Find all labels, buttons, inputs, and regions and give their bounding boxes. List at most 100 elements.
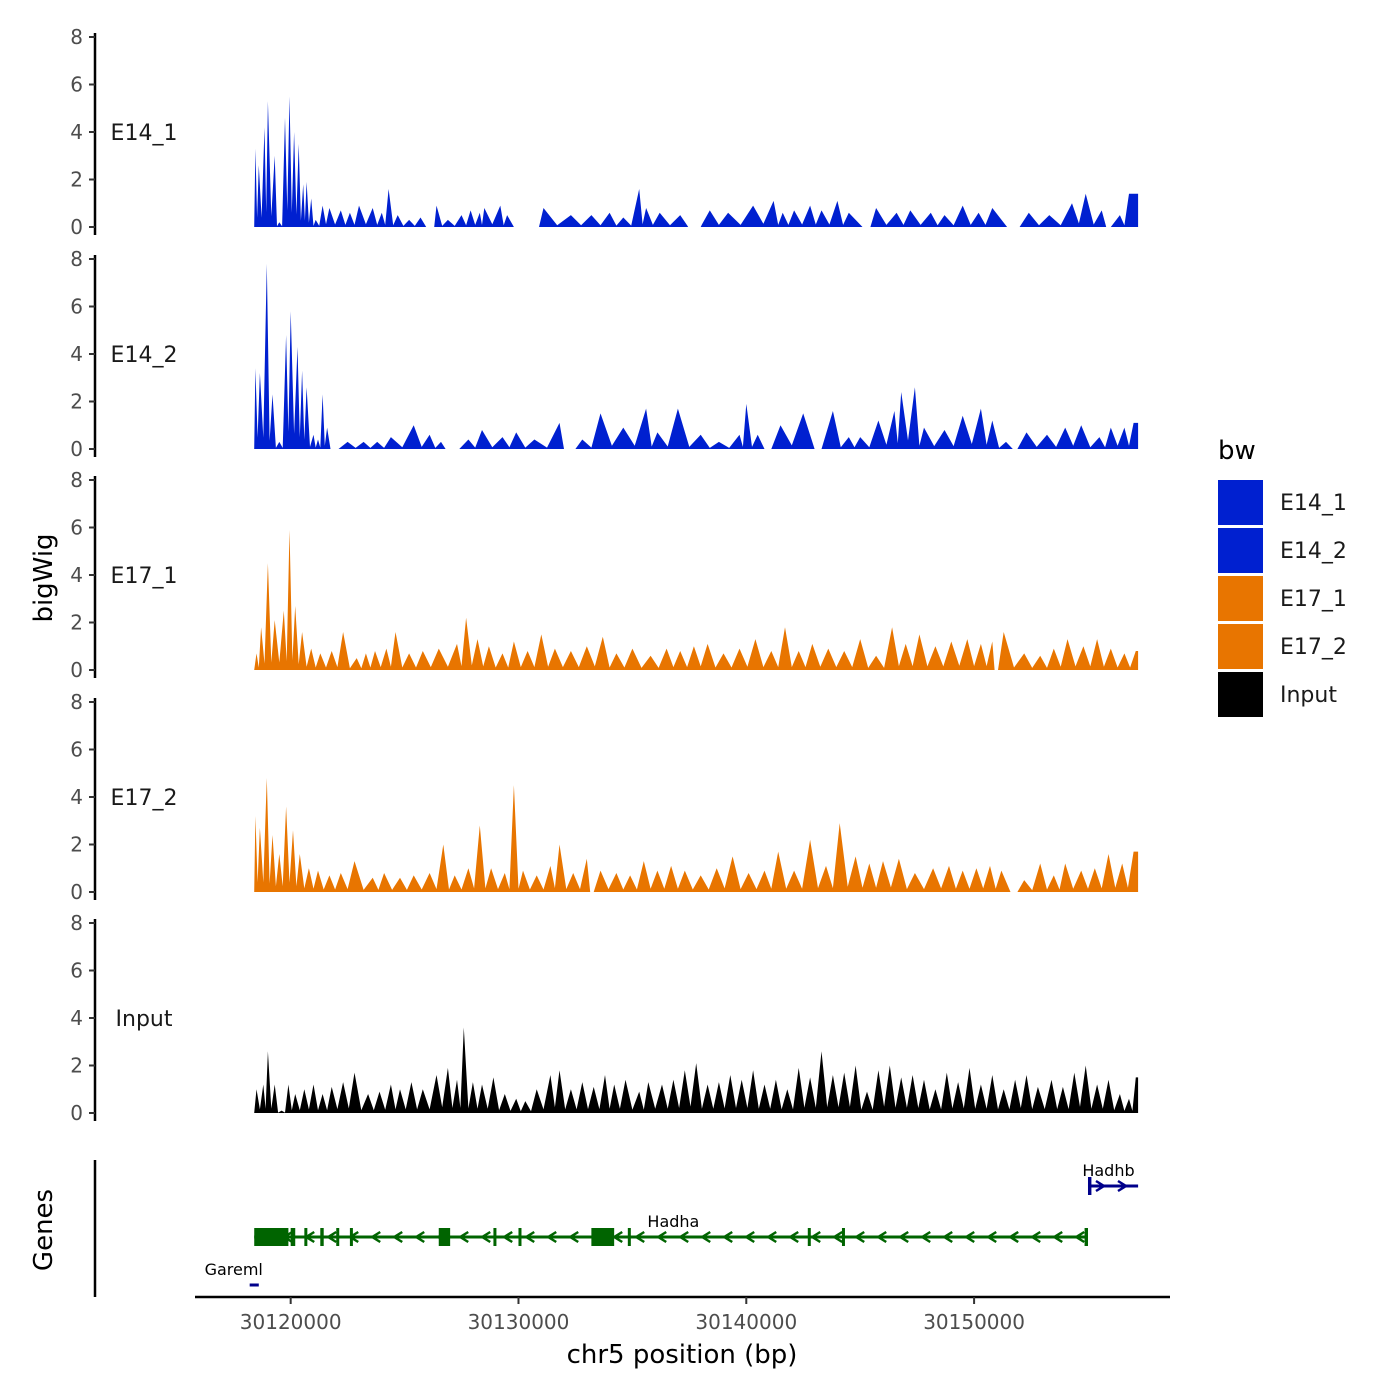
strand-arrow [743, 1230, 755, 1244]
strand-arrow [567, 1230, 579, 1244]
track-E14_1: 0 2 4 6 8 E14_1 [70, 25, 1139, 239]
track-label-E17_1: E17_1 [111, 564, 178, 589]
legend-key-E14_1 [1218, 480, 1263, 525]
legend-key-E17_2 [1218, 624, 1263, 669]
y-tick-label: 0 [70, 1101, 83, 1125]
exon [1087, 1177, 1092, 1195]
gene-label-Hadha: Hadha [647, 1212, 699, 1231]
strand-arrow [787, 1230, 799, 1244]
y-tick-label: 8 [70, 911, 83, 935]
strand-arrow [325, 1230, 337, 1244]
y-tick-label: 2 [70, 833, 83, 857]
y-tick-label: 4 [70, 563, 83, 587]
strand-arrow [765, 1230, 777, 1244]
y-tick-label: 2 [70, 1054, 83, 1078]
track-label-E14_2: E14_2 [111, 343, 178, 368]
y-tick-label: 4 [70, 1006, 83, 1030]
exon [438, 1228, 451, 1246]
strand-arrow [985, 1230, 997, 1244]
strand-arrow [699, 1230, 711, 1244]
y-tick-label: 0 [70, 215, 83, 239]
y-tick-label: 2 [70, 390, 83, 414]
exon [320, 1228, 324, 1246]
track-E17_1: 0 2 4 6 8 E17_1 [70, 468, 1139, 682]
y-tick-label: 0 [70, 437, 83, 461]
gene-track: Hadha Hadhb Gareml [93, 1160, 1139, 1297]
strand-arrow [545, 1230, 557, 1244]
genes-axis-title: Genes [29, 1189, 59, 1271]
legend-label-Input: Input [1280, 683, 1337, 708]
exon [1084, 1228, 1088, 1246]
gene-label-Gareml: Gareml [205, 1260, 263, 1279]
strand-arrow [875, 1230, 887, 1244]
x-tick-label: 30150000 [923, 1310, 1025, 1334]
track-label-E14_1: E14_1 [111, 121, 178, 146]
y-tick-label: 6 [70, 516, 83, 540]
y-tick-label: 8 [70, 468, 83, 492]
y-tick-label: 6 [70, 959, 83, 983]
strand-arrow [523, 1230, 535, 1244]
y-tick-label: 8 [70, 247, 83, 271]
signal-area-E14_2 [254, 263, 1139, 449]
y-tick-label: 6 [70, 73, 83, 97]
strand-arrow [479, 1230, 491, 1244]
y-tick-label: 8 [70, 25, 83, 49]
y-tick-label: 4 [70, 342, 83, 366]
gene-label-Hadhb: Hadhb [1082, 1161, 1134, 1180]
exon [304, 1228, 308, 1246]
x-tick-label: 30120000 [240, 1310, 342, 1334]
strand-arrow [633, 1230, 645, 1244]
x-axis-title: chr5 position (bp) [567, 1340, 798, 1370]
strand-arrow [809, 1230, 821, 1244]
exon [254, 1228, 289, 1246]
strand-arrow [919, 1230, 931, 1244]
strand-arrow [677, 1230, 689, 1244]
strand-arrow [369, 1230, 381, 1244]
signal-area-Input [254, 1027, 1139, 1113]
y-tick-label: 0 [70, 658, 83, 682]
legend: bw E14_1 E14_2 E17_1 E17_2 Input [1218, 436, 1347, 717]
strand-arrow [655, 1230, 667, 1244]
signal-tracks: 0 2 4 6 8 E14_1 0 2 4 6 8 E14_2 0 2 4 6 8 E17_1 0 2 4 6 8 E17_2… [70, 25, 1139, 1125]
exon [591, 1228, 615, 1246]
strand-arrow [1007, 1230, 1019, 1244]
strand-arrow [831, 1230, 843, 1244]
y-tick-label: 6 [70, 295, 83, 319]
legend-key-Input [1218, 672, 1263, 717]
legend-key-E14_2 [1218, 528, 1263, 573]
y-tick-label: 2 [70, 611, 83, 635]
x-axis: 30120000 30130000 30140000 30150000 [195, 1295, 1170, 1334]
legend-label-E14_1: E14_1 [1280, 491, 1347, 516]
legend-title: bw [1218, 436, 1256, 466]
strand-arrow [721, 1230, 733, 1244]
exon [841, 1228, 845, 1246]
track-E17_2: 0 2 4 6 8 E17_2 [70, 690, 1139, 904]
x-tick-label: 30140000 [695, 1310, 797, 1334]
exon [627, 1228, 631, 1246]
exon [493, 1228, 497, 1246]
strand-arrow [457, 1230, 469, 1244]
track-E14_2: 0 2 4 6 8 E14_2 [70, 247, 1139, 461]
track-Input: 0 2 4 6 8 Input [70, 911, 1139, 1125]
exon [336, 1228, 340, 1246]
exon [349, 1228, 353, 1246]
exon [807, 1228, 811, 1246]
strand-arrow [611, 1230, 623, 1244]
exon [290, 1228, 296, 1246]
y-axis-title: bigWig [29, 533, 59, 622]
strand-arrow [1073, 1230, 1085, 1244]
strand-arrow [897, 1230, 909, 1244]
strand-arrow [1095, 1179, 1107, 1193]
legend-key-E17_1 [1218, 576, 1263, 621]
track-label-Input: Input [116, 1007, 173, 1032]
y-tick-label: 4 [70, 120, 83, 144]
y-tick-label: 0 [70, 880, 83, 904]
gene-Hadha: Hadha [254, 1212, 1088, 1246]
y-tick-label: 8 [70, 690, 83, 714]
strand-arrow [941, 1230, 953, 1244]
signal-area-E17_2 [254, 778, 1139, 892]
strand-arrow [413, 1230, 425, 1244]
y-tick-label: 6 [70, 738, 83, 762]
signal-area-E14_1 [254, 96, 1139, 228]
